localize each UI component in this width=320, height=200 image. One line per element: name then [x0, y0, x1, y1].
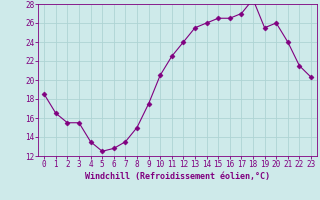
- X-axis label: Windchill (Refroidissement éolien,°C): Windchill (Refroidissement éolien,°C): [85, 172, 270, 181]
